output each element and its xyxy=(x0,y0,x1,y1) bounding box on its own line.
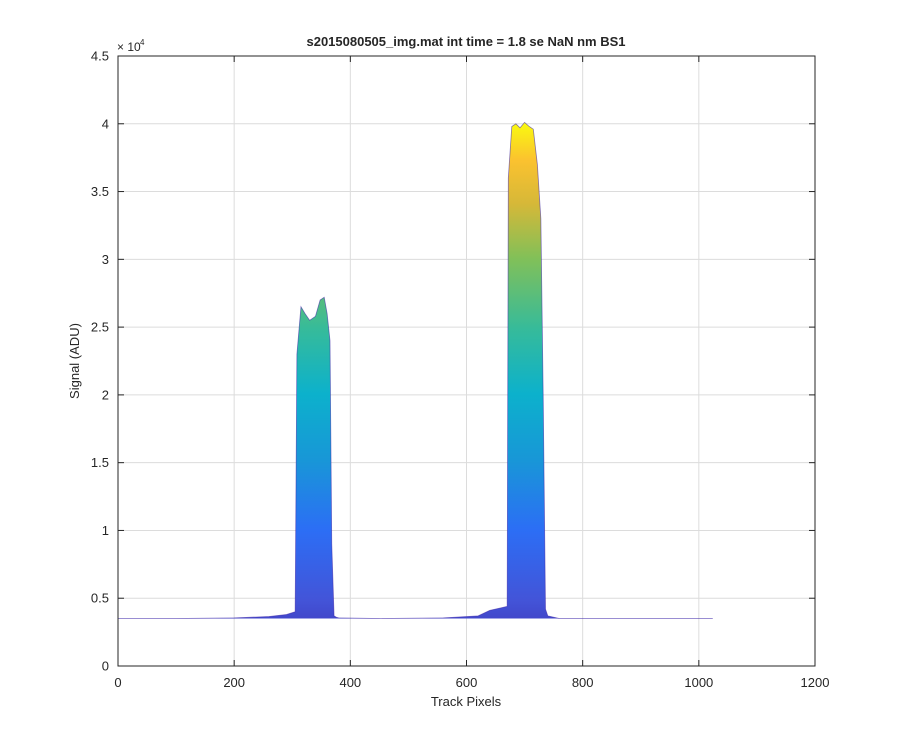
y-axis-label: Signal (ADU) xyxy=(67,323,82,399)
x-tick-label: 200 xyxy=(223,675,245,690)
y-tick-label: 3.5 xyxy=(91,184,109,199)
series-line xyxy=(118,121,713,619)
y-tick-label: 1.5 xyxy=(91,455,109,470)
x-tick-label: 600 xyxy=(456,675,478,690)
y-tick-label: 2 xyxy=(102,387,109,402)
x-axis-label: Track Pixels xyxy=(431,694,502,709)
ticks xyxy=(117,55,816,667)
y-tick-label: 1 xyxy=(102,523,109,538)
grid xyxy=(118,56,815,666)
chart-title: s2015080505_img.mat int time = 1.8 se Na… xyxy=(306,34,625,49)
x-tick-label: 0 xyxy=(114,675,121,690)
x-tick-label: 400 xyxy=(339,675,361,690)
tick-labels: 0 200 400 600 800 1000 1200 0 0.5 1 1.5 2 2.5 3 3.5 4 4.… xyxy=(91,49,830,691)
y-tick-label: 4 xyxy=(102,116,109,131)
series-layer xyxy=(118,121,713,619)
y-tick-label: 2.5 xyxy=(91,320,109,335)
y-tick-label: 0 xyxy=(102,659,109,674)
y-tick-label: 4.5 xyxy=(91,49,109,64)
x-tick-label: 800 xyxy=(572,675,594,690)
y-exponent-power: 4 xyxy=(140,38,145,47)
y-tick-label: 0.5 xyxy=(91,591,109,606)
y-tick-label: 3 xyxy=(102,252,109,267)
x-tick-label: 1000 xyxy=(684,675,713,690)
y-exponent-base: × 10 xyxy=(117,40,141,54)
x-tick-label: 1200 xyxy=(801,675,830,690)
